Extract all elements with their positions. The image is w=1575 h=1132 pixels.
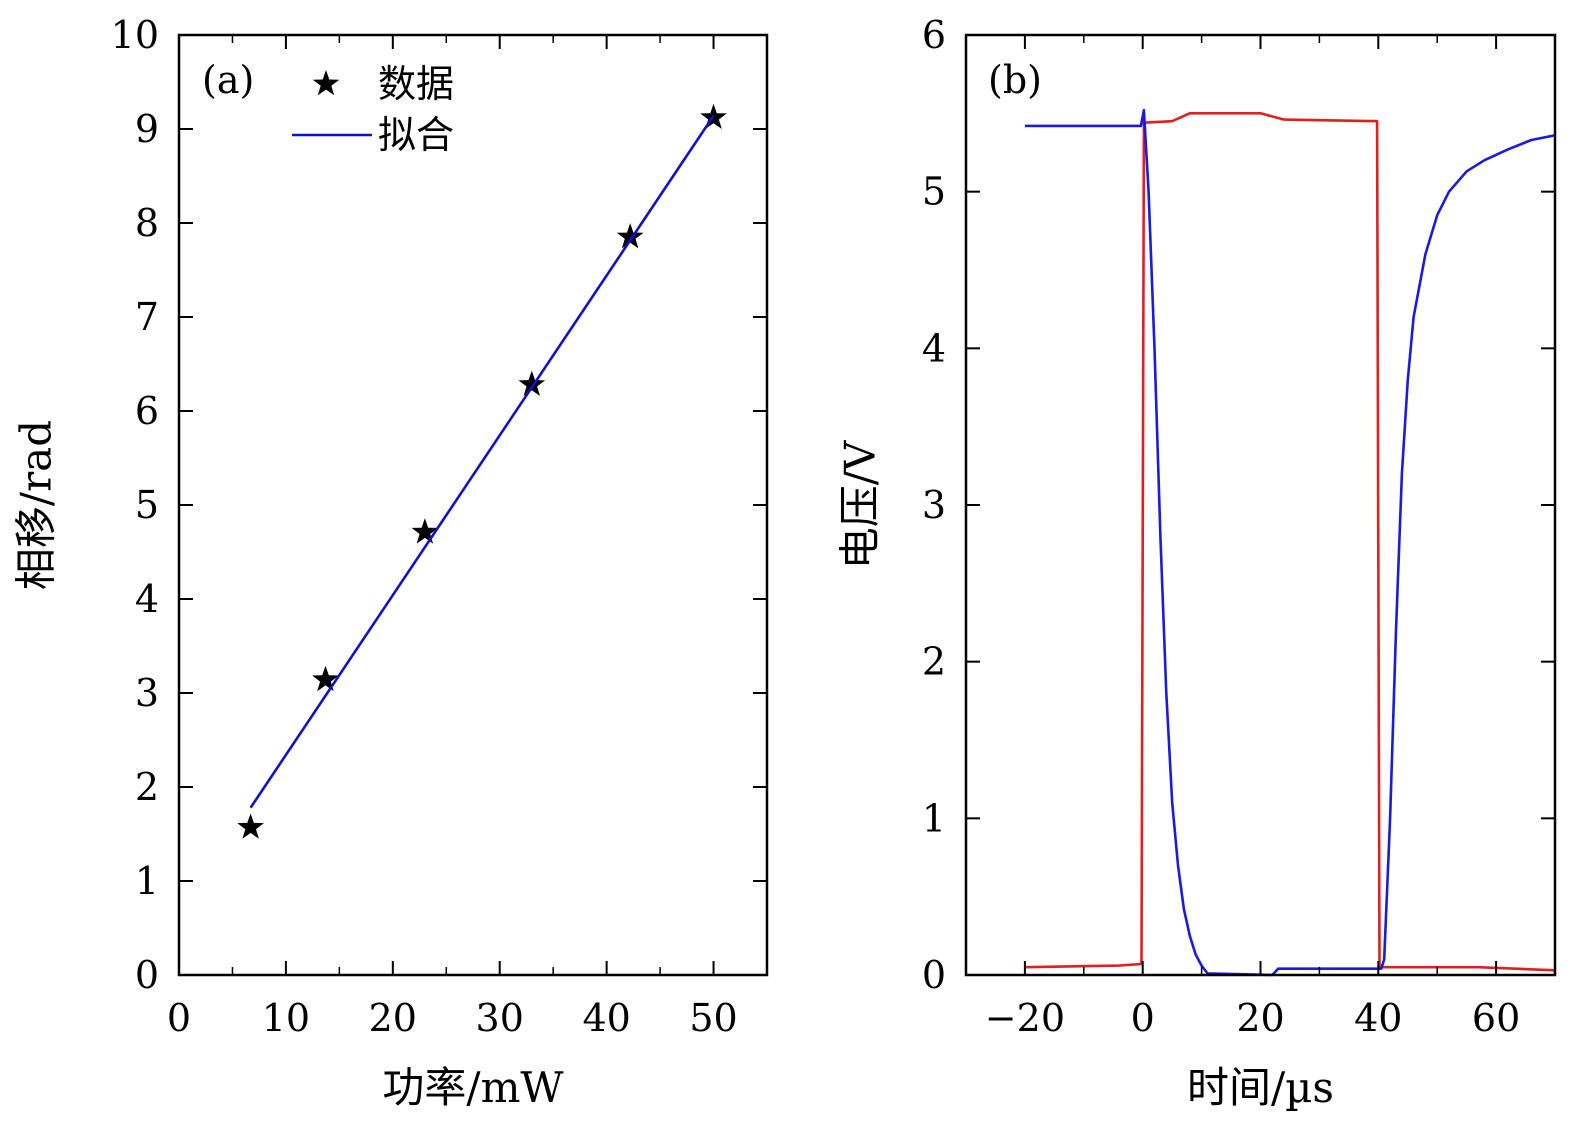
panel-b-y-tick-label: 1 — [922, 796, 946, 840]
panel-a-y-tick-label: 0 — [135, 953, 159, 997]
panel-b-x-tick-label: 20 — [1236, 996, 1284, 1040]
panel-b-x-tick-label: 40 — [1354, 996, 1402, 1040]
panel-b-x-tick-label: −20 — [985, 996, 1065, 1040]
panel-a-y-tick-label: 6 — [135, 389, 159, 433]
panel-a-y-tick-label: 9 — [135, 107, 159, 151]
panel-a-x-tick-label: 20 — [369, 996, 417, 1040]
panel-a-series-line-2 — [249, 115, 715, 809]
panel-a-x-tick-label: 0 — [167, 996, 191, 1040]
panel-a-y-tick-label: 5 — [135, 483, 159, 527]
panel-b-y-tick-label: 4 — [922, 326, 946, 370]
panel-b-series-line-2 — [1024, 108, 1556, 977]
legend-marker-star-icon — [312, 70, 340, 96]
panel-a-data-point — [237, 813, 264, 839]
panel-a-ticks-layer: 0 10 20 30 40 50 0 1 2 3 4 5 6 7 8 9 10 — [111, 13, 768, 1040]
chart-panel-a: 0 10 20 30 40 50 0 1 2 3 4 5 6 7 8 9 10 (a) 功率/mW 相移/rad… — [12, 13, 769, 1112]
panel-a-y-tick-label: 3 — [135, 671, 159, 715]
legend-label-data: 数据 — [378, 62, 454, 106]
panel-b-y-tick-label: 5 — [922, 170, 946, 214]
panel-b-x-tick-label: 0 — [1131, 996, 1155, 1040]
panel-a-y-tick-label: 1 — [135, 859, 159, 903]
panel-b-x-axis-title: 时间/µs — [1187, 1063, 1334, 1112]
panel-b-y-tick-label: 2 — [922, 640, 946, 684]
panel-b-y-axis-title: 电压/V — [836, 440, 885, 569]
panel-a-label: (a) — [202, 58, 254, 102]
panel-a-x-tick-label: 50 — [689, 996, 737, 1040]
panel-b-y-tick-label: 0 — [922, 953, 946, 997]
panel-a-x-tick-label: 10 — [262, 996, 310, 1040]
chart-panel-b: −20 0 20 40 60 0 1 2 3 4 5 6 (b) 时间/µs 电压/V — [836, 13, 1557, 1112]
panel-b-series-line-1 — [1024, 112, 1556, 972]
panel-b-ticks-layer: −20 0 20 40 60 0 1 2 3 4 5 6 — [922, 13, 1556, 1040]
panel-b-plot-frame — [964, 33, 1557, 977]
panel-a-y-tick-label: 4 — [135, 577, 159, 621]
panel-a-data-point — [616, 223, 644, 249]
panel-b-x-tick-label: 60 — [1472, 996, 1520, 1040]
panel-b-series-layer — [1024, 108, 1556, 977]
panel-a-data-point — [312, 665, 339, 692]
panel-a-x-tick-label: 30 — [476, 996, 524, 1040]
panel-a-x-axis-title: 功率/mW — [382, 1063, 564, 1112]
panel-a-y-tick-label: 2 — [135, 765, 159, 809]
legend-label-fit: 拟合 — [378, 113, 454, 157]
panel-a-x-tick-label: 40 — [582, 996, 630, 1040]
panel-a-y-tick-label: 8 — [135, 201, 159, 245]
panel-a-series-layer — [237, 103, 727, 839]
panel-a-plot-frame — [177, 33, 769, 977]
panel-b-label: (b) — [988, 58, 1042, 102]
panel-a-data-point — [411, 518, 439, 544]
panel-b-y-tick-label: 6 — [922, 13, 946, 57]
panel-a-data-point — [518, 370, 546, 396]
panel-a-y-tick-label: 10 — [111, 13, 159, 57]
panel-a-y-axis-title: 相移/rad — [12, 420, 61, 590]
panel-a-y-tick-label: 7 — [135, 295, 159, 339]
panel-b-y-tick-label: 3 — [922, 483, 946, 527]
